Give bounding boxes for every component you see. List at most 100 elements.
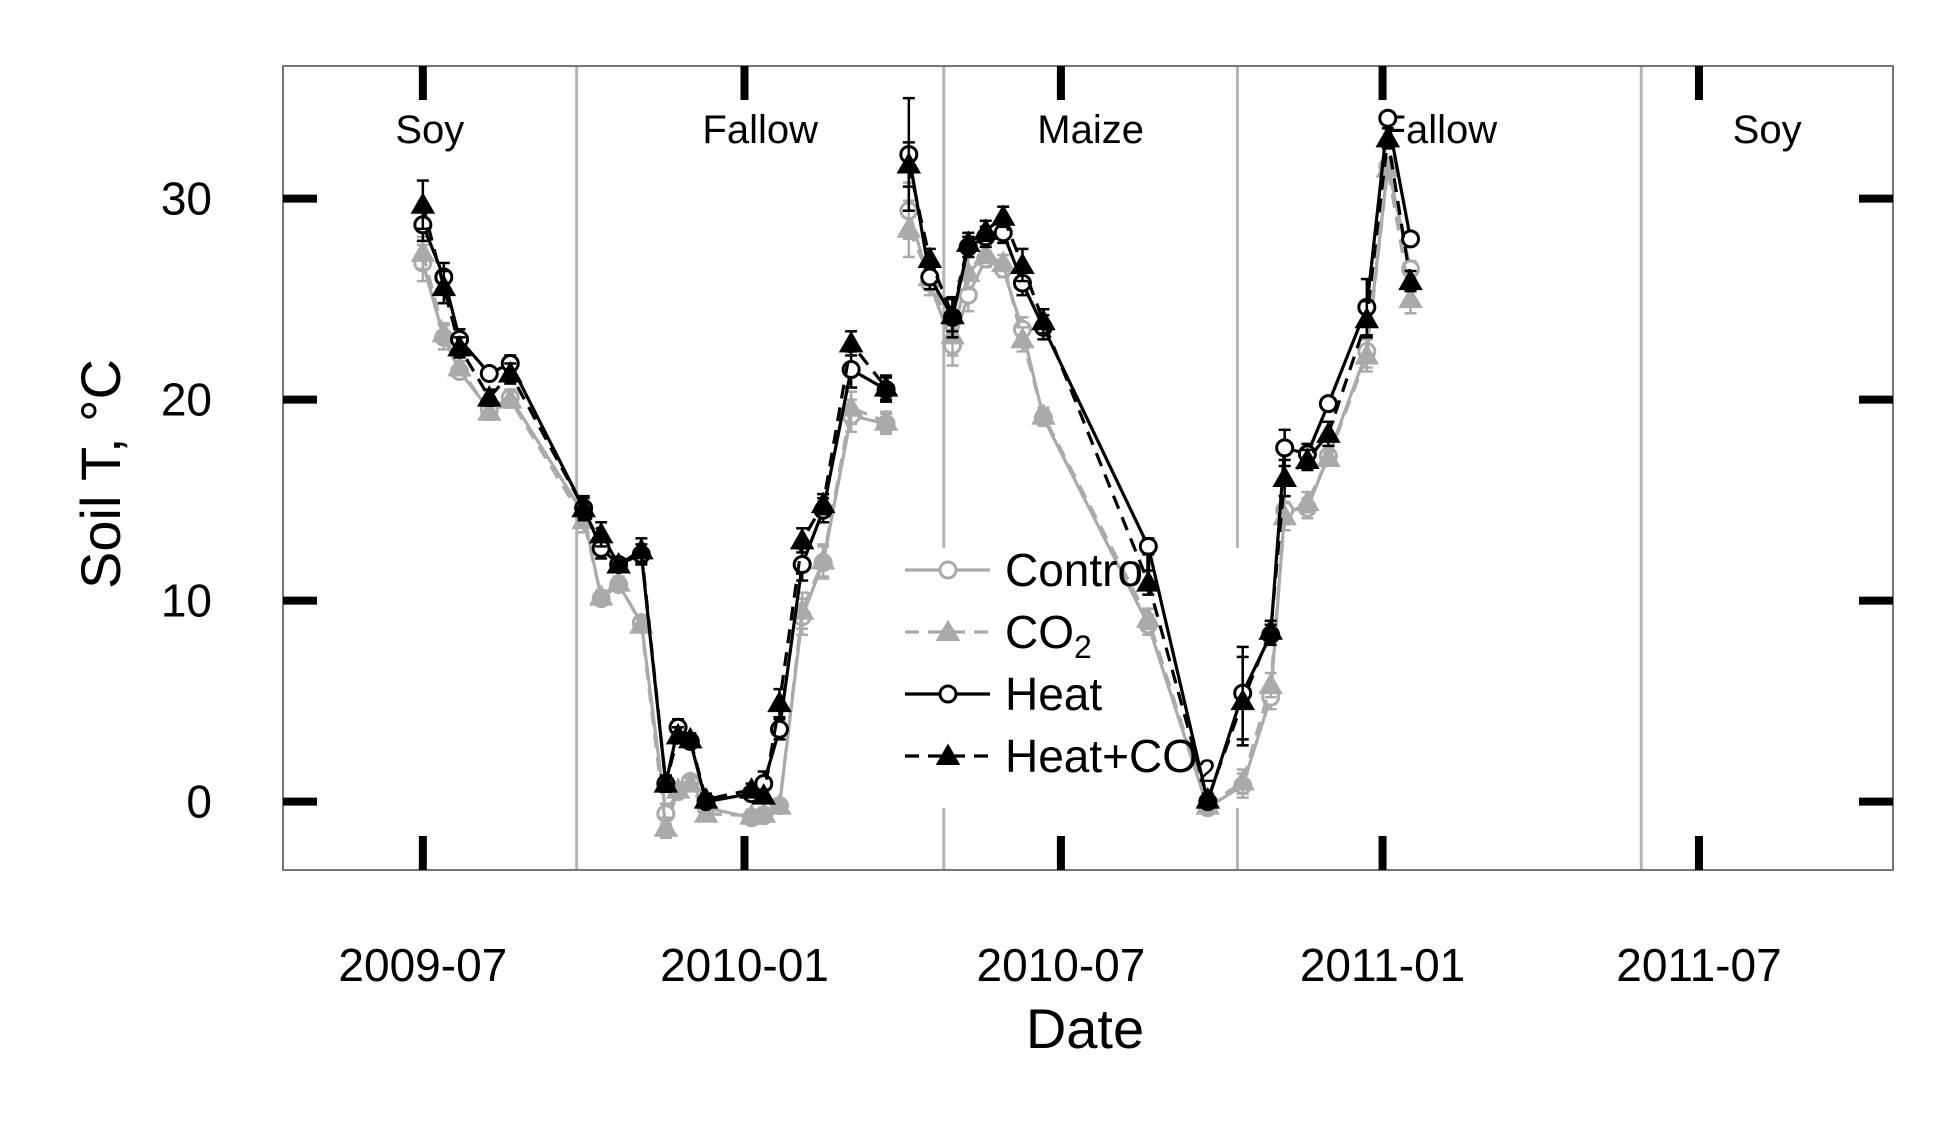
x-tick-label: 2011-01: [1300, 939, 1465, 991]
series-line: [421, 252, 887, 829]
series-line: [421, 204, 888, 802]
data-point: [739, 777, 764, 799]
data-point: [410, 240, 436, 262]
axes-layer: 2009-07 2010-01 2010-07 2011-01 2011-07 0 10 20…: [161, 66, 1893, 991]
period-label: Fallow: [1382, 108, 1498, 152]
data-point: [873, 409, 899, 431]
data-point: [1272, 465, 1297, 488]
data-point: [629, 612, 654, 634]
data-point: [1031, 308, 1056, 331]
plot-border: [282, 65, 1894, 871]
data-point: [497, 361, 523, 383]
x-tick-label: 2010-01: [660, 939, 829, 991]
data-point: [1318, 394, 1338, 414]
series-heat-co2: [410, 125, 1423, 809]
legend-marker: [938, 684, 958, 704]
data-point: [410, 192, 436, 214]
crop-period-layer: Soy Fallow Maize Fallow Soy: [395, 66, 1802, 870]
data-point: [1230, 688, 1255, 711]
y-tick-label: 10: [161, 575, 212, 627]
data-point: [693, 801, 719, 823]
data-point: [571, 495, 596, 518]
data-point: [810, 491, 836, 514]
data-point: [447, 334, 472, 357]
data-point: [1136, 606, 1161, 628]
legend-label: Heat: [1005, 668, 1102, 720]
legend-label: Heat+CO2: [1005, 730, 1216, 789]
data-point: [653, 771, 679, 793]
legend-label: Control: [1005, 544, 1153, 596]
x-tick-label: 2010-07: [976, 939, 1145, 991]
data-point: [588, 521, 614, 544]
data-point: [1295, 447, 1320, 469]
data-point: [653, 815, 679, 837]
data-point: [1010, 326, 1035, 349]
data-point: [431, 320, 457, 343]
legend-marker: [938, 560, 958, 580]
data-point: [1354, 306, 1380, 329]
x-tick-label: 2011-07: [1616, 939, 1781, 991]
data-point: [990, 204, 1016, 226]
data-point: [1031, 403, 1056, 425]
period-label: Maize: [1037, 108, 1144, 152]
y-axis-label: Soil T, °C: [69, 359, 132, 589]
data-point: [1010, 252, 1035, 274]
data-point: [1258, 672, 1283, 695]
data-point: [1258, 618, 1283, 640]
data-point: [678, 771, 703, 793]
data-point: [606, 551, 631, 574]
period-label: Soy: [1733, 108, 1802, 152]
data-point: [497, 387, 523, 409]
y-tick-label: 20: [161, 374, 212, 426]
data-point: [789, 527, 815, 550]
data-point: [1401, 229, 1421, 249]
data-point: [1316, 445, 1341, 467]
period-label: Fallow: [702, 108, 818, 152]
data-point: [629, 537, 654, 560]
data-point: [810, 547, 836, 570]
data-point: [990, 250, 1016, 272]
y-tick-label: 30: [161, 173, 212, 225]
data-point: [476, 385, 502, 407]
period-label: Soy: [395, 108, 464, 152]
series-line: [907, 138, 1413, 805]
data-point: [1275, 438, 1295, 458]
data-point: [767, 690, 792, 713]
data-point: [479, 364, 499, 384]
data-point: [1230, 769, 1255, 791]
series-layer: [410, 96, 1423, 840]
data-point: [606, 570, 631, 592]
data-point: [873, 375, 899, 397]
data-point: [973, 242, 999, 264]
data-point: [1295, 489, 1320, 512]
data-point: [1138, 536, 1158, 556]
series-line: [907, 168, 1413, 809]
data-point: [447, 354, 472, 377]
data-point: [1375, 125, 1401, 148]
data-point: [751, 783, 777, 805]
data-point: [838, 330, 864, 353]
data-point: [896, 151, 922, 174]
data-point: [1354, 342, 1380, 365]
data-point: [1136, 570, 1161, 592]
legend-marker: [935, 619, 961, 641]
data-point: [588, 584, 614, 606]
data-point: [1398, 286, 1423, 309]
series-co2: [410, 155, 1423, 840]
x-axis-label: Date: [1026, 997, 1144, 1060]
data-point: [917, 246, 943, 268]
legend-marker: [935, 743, 961, 765]
data-point: [940, 302, 965, 325]
data-point: [693, 787, 719, 809]
data-point: [1398, 268, 1423, 291]
plot-frame: [282, 65, 1894, 871]
data-point: [678, 726, 703, 749]
data-point: [1378, 108, 1398, 128]
data-point: [896, 216, 922, 238]
data-point: [1195, 787, 1221, 809]
data-point: [955, 230, 981, 252]
data-point: [476, 399, 502, 421]
legend-label: CO2: [1005, 606, 1092, 665]
